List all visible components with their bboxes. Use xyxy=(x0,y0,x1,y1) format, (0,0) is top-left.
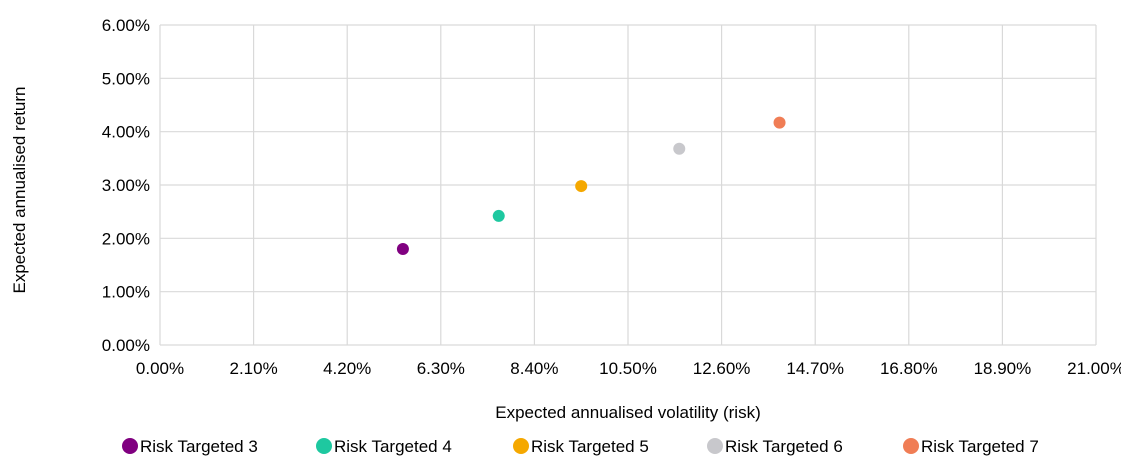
data-point xyxy=(396,243,409,255)
x-axis-title: Expected annualised volatility (risk) xyxy=(495,403,761,422)
x-tick-label: 2.10% xyxy=(229,359,277,378)
x-tick-label: 6.30% xyxy=(417,359,465,378)
y-tick-label: 3.00% xyxy=(102,176,150,195)
legend-marker xyxy=(903,438,919,454)
x-tick-label: 8.40% xyxy=(510,359,558,378)
legend-label: Risk Targeted 7 xyxy=(921,437,1039,456)
legend-label: Risk Targeted 6 xyxy=(725,437,843,456)
y-tick-label: 4.00% xyxy=(102,123,150,142)
x-tick-label: 14.70% xyxy=(786,359,844,378)
legend-label: Risk Targeted 5 xyxy=(531,437,649,456)
x-tick-label: 0.00% xyxy=(136,359,184,378)
legend-marker xyxy=(707,438,723,454)
data-points xyxy=(396,116,786,255)
legend: Risk Targeted 3 Risk Targeted 4 Risk Targe… xyxy=(122,437,1039,456)
x-tick-label: 4.20% xyxy=(323,359,371,378)
x-tick-label: 10.50% xyxy=(599,359,657,378)
y-axis-ticks: 0.00% 1.00% 2.00% 3.00% 4.00% 5.00% 6.00% xyxy=(102,16,150,355)
data-point xyxy=(575,180,588,193)
data-point xyxy=(492,209,505,222)
x-tick-label: 21.00% xyxy=(1067,359,1121,378)
x-axis-ticks: 0.00% 2.10% 4.20% 6.30% 8.40% 10.50% 12.60% 14.… xyxy=(136,359,1121,378)
y-tick-label: 5.00% xyxy=(102,69,150,88)
legend-label: Risk Targeted 4 xyxy=(334,437,452,456)
legend-label: Risk Targeted 3 xyxy=(140,437,258,456)
data-point xyxy=(773,116,786,129)
data-point xyxy=(673,142,686,155)
y-tick-label: 2.00% xyxy=(102,229,150,248)
y-tick-label: 1.00% xyxy=(102,283,150,302)
legend-marker xyxy=(513,438,529,454)
x-tick-label: 16.80% xyxy=(880,359,938,378)
legend-marker xyxy=(316,438,332,454)
grid xyxy=(159,24,1097,346)
x-tick-label: 12.60% xyxy=(693,359,751,378)
x-tick-label: 18.90% xyxy=(974,359,1032,378)
y-axis-title: Expected annualised return xyxy=(10,87,29,294)
y-tick-label: 6.00% xyxy=(102,16,150,35)
legend-marker xyxy=(122,438,138,454)
y-tick-label: 0.00% xyxy=(102,336,150,355)
